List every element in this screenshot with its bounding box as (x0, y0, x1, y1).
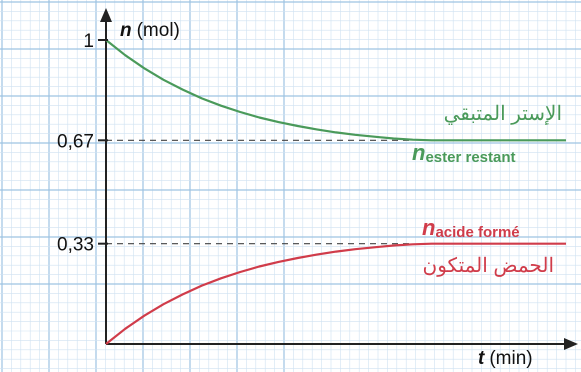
acid-curve (105, 242, 566, 345)
axes (100, 8, 578, 350)
acid-label: nacide formé (422, 215, 520, 241)
y-ticks: 1 0,67 0,33 (57, 31, 108, 256)
dashed-guides (106, 139, 410, 245)
acid-label-arabic: الحمض المتكون (423, 255, 555, 277)
series-group (105, 39, 566, 345)
ester-label-arabic: الإستر المتبقي (444, 103, 562, 126)
y-tick-label: 0,33 (57, 235, 94, 256)
x-axis-arrow (564, 338, 578, 350)
y-axis-label: n (mol) (120, 20, 180, 41)
ester-label: nester restant (412, 140, 516, 166)
y-axis-arrow (100, 8, 112, 22)
y-tick-label: 0,67 (57, 131, 94, 152)
y-tick-label: 1 (83, 31, 94, 52)
x-axis-label: t (min) (478, 348, 533, 369)
ester-curve (105, 39, 566, 142)
